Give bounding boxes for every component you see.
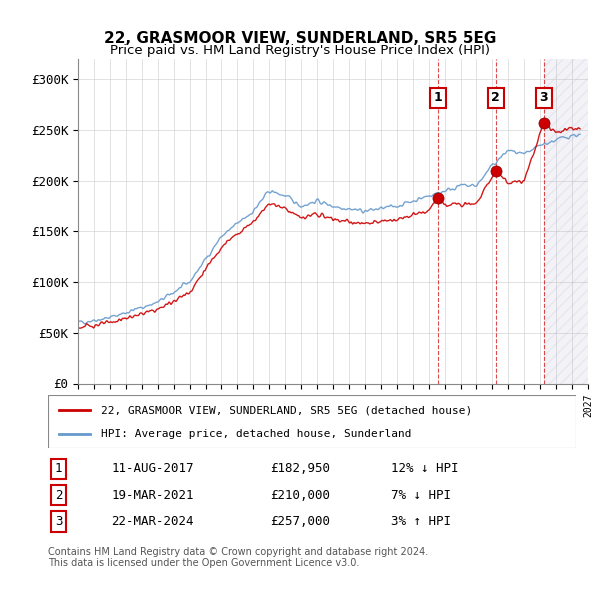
Text: 2: 2	[491, 91, 500, 104]
Text: 1: 1	[55, 463, 62, 476]
Text: 7% ↓ HPI: 7% ↓ HPI	[391, 489, 451, 502]
Text: 3: 3	[539, 91, 548, 104]
Text: 3% ↑ HPI: 3% ↑ HPI	[391, 515, 451, 528]
Text: Contains HM Land Registry data © Crown copyright and database right 2024.: Contains HM Land Registry data © Crown c…	[48, 547, 428, 556]
Text: 12% ↓ HPI: 12% ↓ HPI	[391, 463, 459, 476]
Text: 22-MAR-2024: 22-MAR-2024	[112, 515, 194, 528]
Text: 2: 2	[55, 489, 62, 502]
Text: £182,950: £182,950	[270, 463, 330, 476]
FancyBboxPatch shape	[48, 395, 576, 448]
Text: £210,000: £210,000	[270, 489, 330, 502]
Text: £257,000: £257,000	[270, 515, 330, 528]
Text: 11-AUG-2017: 11-AUG-2017	[112, 463, 194, 476]
Text: 22, GRASMOOR VIEW, SUNDERLAND, SR5 5EG: 22, GRASMOOR VIEW, SUNDERLAND, SR5 5EG	[104, 31, 496, 46]
Text: This data is licensed under the Open Government Licence v3.0.: This data is licensed under the Open Gov…	[48, 559, 359, 568]
Text: 1: 1	[434, 91, 443, 104]
Text: 22, GRASMOOR VIEW, SUNDERLAND, SR5 5EG (detached house): 22, GRASMOOR VIEW, SUNDERLAND, SR5 5EG (…	[101, 405, 472, 415]
Text: 19-MAR-2021: 19-MAR-2021	[112, 489, 194, 502]
Text: 3: 3	[55, 515, 62, 528]
Text: Price paid vs. HM Land Registry's House Price Index (HPI): Price paid vs. HM Land Registry's House …	[110, 44, 490, 57]
Text: HPI: Average price, detached house, Sunderland: HPI: Average price, detached house, Sund…	[101, 428, 412, 438]
Bar	[544, 59, 588, 384]
